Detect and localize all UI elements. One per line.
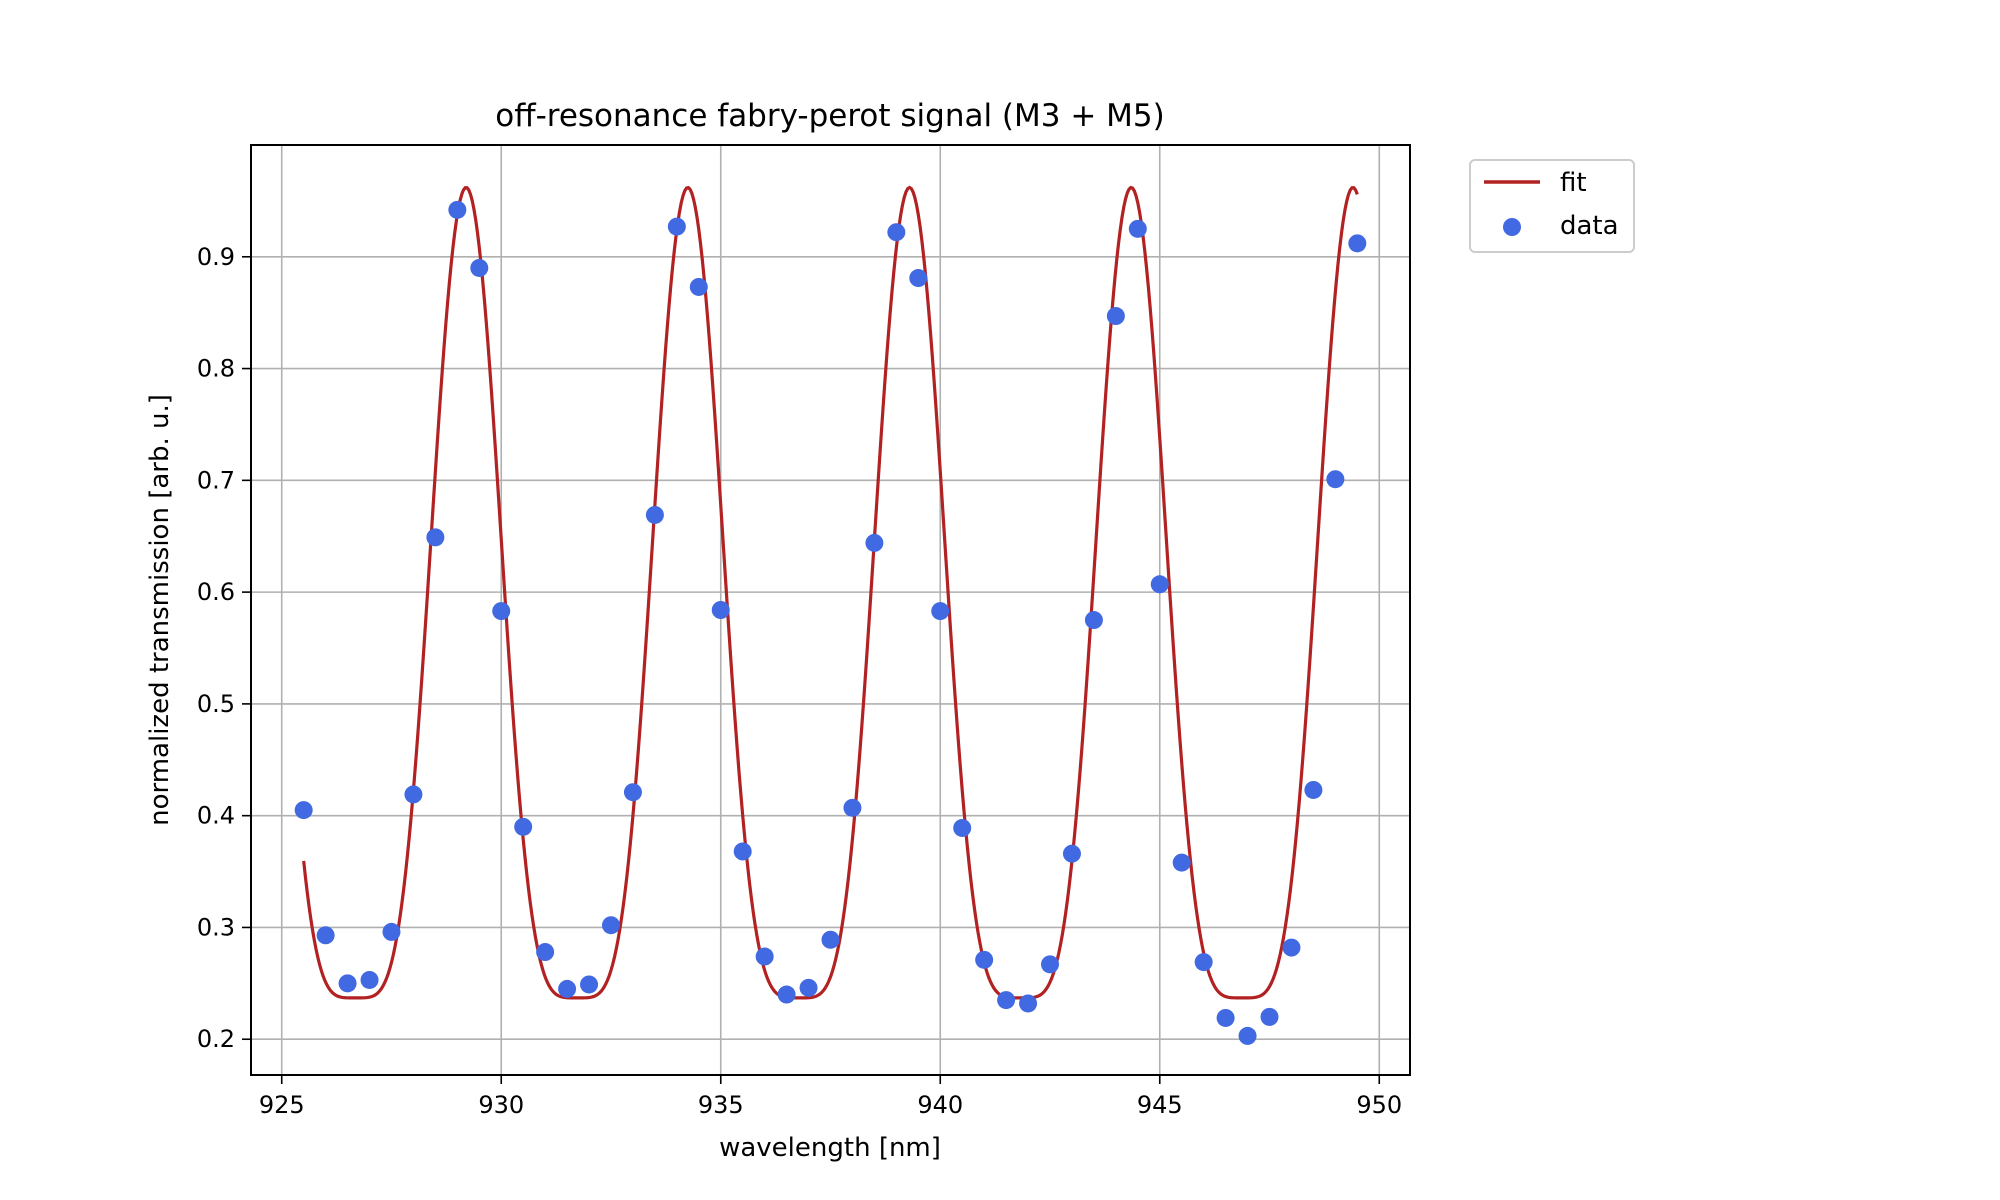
data-point [360,970,379,989]
y-tick-label: 0.9 [197,243,235,271]
data-point [1041,955,1060,974]
data-point [470,258,489,277]
data-point [1326,470,1345,489]
data-point [382,922,401,941]
data-point [1062,844,1081,863]
legend-data-swatch [1503,218,1521,236]
legend: fit data [1469,159,1635,253]
data-point [1150,575,1169,594]
data-point [821,930,840,949]
data-point [865,533,884,552]
x-tick-label: 940 [917,1091,963,1119]
plot-area [251,145,1410,1075]
data-point [580,975,599,994]
data-point [733,842,752,861]
data-point [404,785,423,804]
x-tick-label: 935 [698,1091,744,1119]
plot-frame [250,144,1411,1076]
data-point [909,269,928,288]
y-tick-label: 0.7 [197,466,235,494]
y-tick-label: 0.8 [197,355,235,383]
data-point [887,223,906,242]
data-point [492,602,511,621]
data-point [755,947,774,966]
data-point [426,528,445,547]
x-tick-label: 930 [478,1091,524,1119]
data-point [1282,938,1301,957]
data-point [667,217,686,236]
axis-ticks: 925 930 935 940 945 950 0.2 0.3 0.4 0.5 0.6 0.7 0.8 0… [197,243,1402,1119]
data-point [645,505,664,524]
data-point [558,979,577,998]
data-point [1084,611,1103,630]
data-point [1304,780,1323,799]
x-tick-label: 950 [1356,1091,1402,1119]
x-tick-label: 925 [259,1091,305,1119]
data-point [623,783,642,802]
data-point [294,801,313,820]
fit-series [302,185,1359,1000]
data-point [711,601,730,619]
data-series [294,200,1367,1045]
data-point [316,926,335,945]
data-point [1260,1007,1279,1026]
data-point [536,943,555,962]
y-tick-label: 0.5 [197,690,235,718]
data-point [931,602,950,621]
data-point [1216,1008,1235,1027]
data-point [975,950,994,969]
data-point [1128,219,1147,238]
data-point [953,818,972,837]
y-tick-label: 0.6 [197,578,235,606]
data-point [514,817,533,836]
data-point [1106,307,1125,326]
data-point [338,974,357,993]
data-point [843,798,862,817]
y-tick-label: 0.4 [197,802,235,830]
y-axis-label: normalized transmission [arb. u.] [145,394,175,826]
x-tick-label: 945 [1137,1091,1183,1119]
legend-data-label: data [1560,211,1619,241]
data-point [1194,953,1213,972]
y-tick-label: 0.3 [197,913,235,941]
x-axis-label: wavelength [nm] [719,1133,941,1163]
data-point [997,991,1016,1010]
data-point [448,200,467,219]
fit-line [302,185,1359,1000]
data-point [1348,234,1367,253]
y-tick-label: 0.2 [197,1025,235,1053]
data-point [601,916,620,935]
data-point [689,277,708,296]
chart-title: off-resonance fabry-perot signal (M3 + M… [495,98,1165,134]
data-point [1172,853,1191,872]
grid [251,145,1410,1075]
legend-fit-label: fit [1560,168,1587,198]
data-point [1019,994,1038,1013]
data-point [1238,1026,1257,1045]
data-point [777,985,796,1004]
data-point [799,978,818,997]
